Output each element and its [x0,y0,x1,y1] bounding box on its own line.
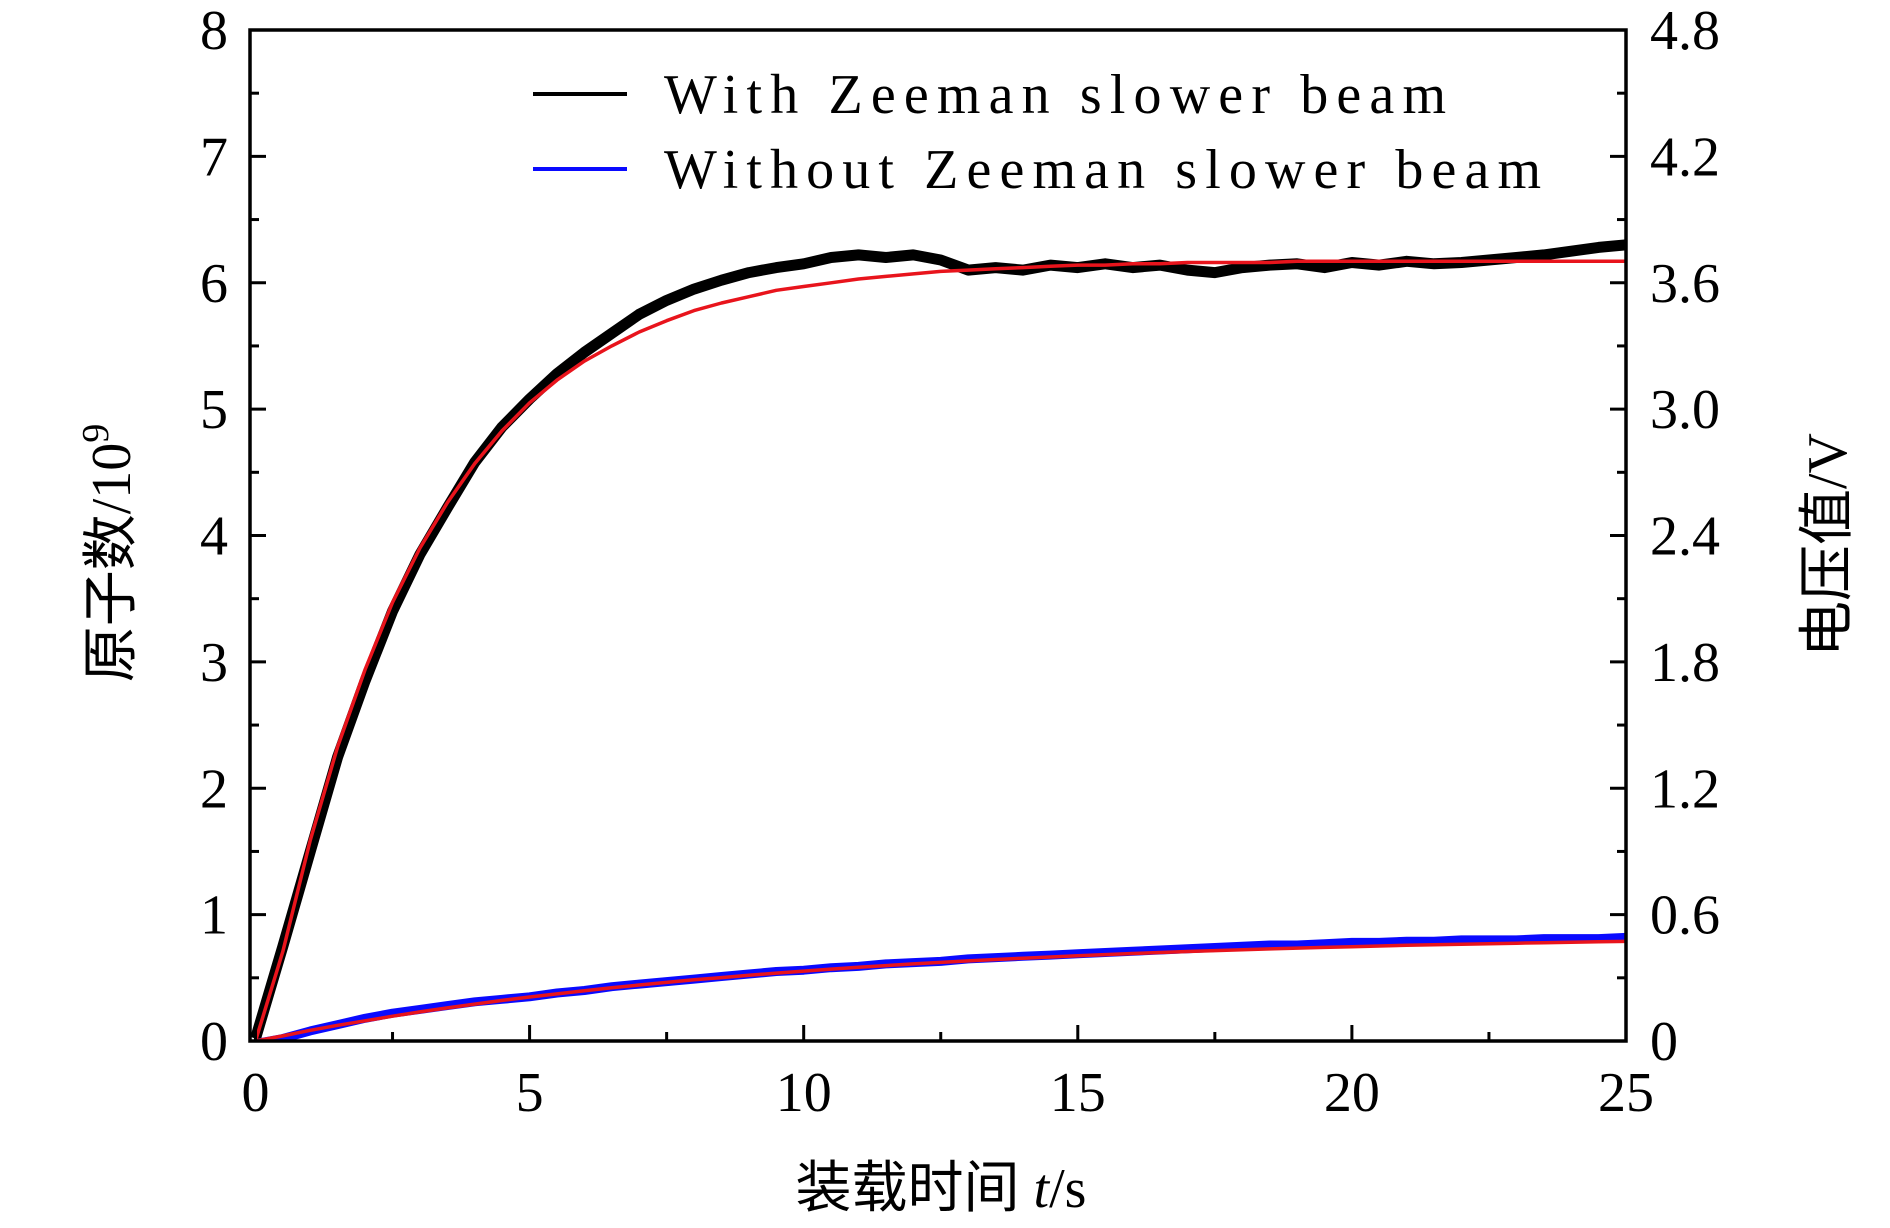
x-tick-label: 10 [776,1062,832,1124]
y2-tick-label: 3.6 [1650,253,1720,315]
y-axis-title-exponent: 9 [75,424,117,443]
y-axis-title-text: 原子数/10 [81,443,143,683]
tick-labels: 0 5 10 15 20 2501234567800.61.21.82.43.03.64.… [200,0,1720,1124]
y2-tick-label: 0 [1650,1011,1678,1073]
y2-tick-label: 1.2 [1650,758,1720,820]
fit-curve-without-zeeman-slower-beam [255,939,1626,1041]
y-tick-label: 2 [200,758,228,820]
x-tick-label: 20 [1324,1062,1380,1124]
y2-tick-label: 2.4 [1650,506,1720,568]
y-tick-label: 0 [200,1011,228,1073]
x-axis-title: 装载时间 t/s [796,1158,1087,1220]
legend-label: With Zeeman slower beam [664,64,1446,126]
y2-tick-label: 1.8 [1650,632,1720,694]
plot-series [250,239,1626,1041]
y-tick-label: 6 [200,253,228,315]
y-tick-label: 4 [200,506,228,568]
fit-curve-with-zeeman-slower-beam [253,259,1626,1041]
y-tick-label: 1 [200,885,228,947]
series-line-with-zeeman-slower-beam [250,239,1626,1041]
y2-tick-label: 3.0 [1650,379,1720,441]
x-tick-label: 5 [516,1062,544,1124]
y2-tick-label: 0.6 [1650,885,1720,947]
x-axis-title-unit: /s [1049,1158,1086,1220]
x-axis-title-text: 装载时间 [796,1158,1020,1220]
y-tick-label: 3 [200,632,228,694]
x-tick-label: 0 [241,1062,269,1124]
x-tick-label: 25 [1598,1062,1654,1124]
legend-label: Without Zeeman slower beam [664,139,1541,201]
x-axis-title-variable: t [1034,1158,1051,1220]
y2-tick-label: 4.2 [1650,126,1720,188]
y2-axis-title: 电压值/V [1797,433,1859,657]
x-tick-label: 15 [1050,1062,1106,1124]
y-axis-title: 原子数/109 [75,424,143,683]
y-tick-label: 8 [200,0,228,62]
legend: With Zeeman slower beam Without Zeeman s… [533,64,1541,201]
y-tick-label: 5 [200,379,228,441]
plot-frame [248,28,1628,1043]
y2-tick-label: 4.8 [1650,0,1720,62]
series-line-without-zeeman-slower-beam [254,932,1626,1041]
y-tick-label: 7 [200,126,228,188]
